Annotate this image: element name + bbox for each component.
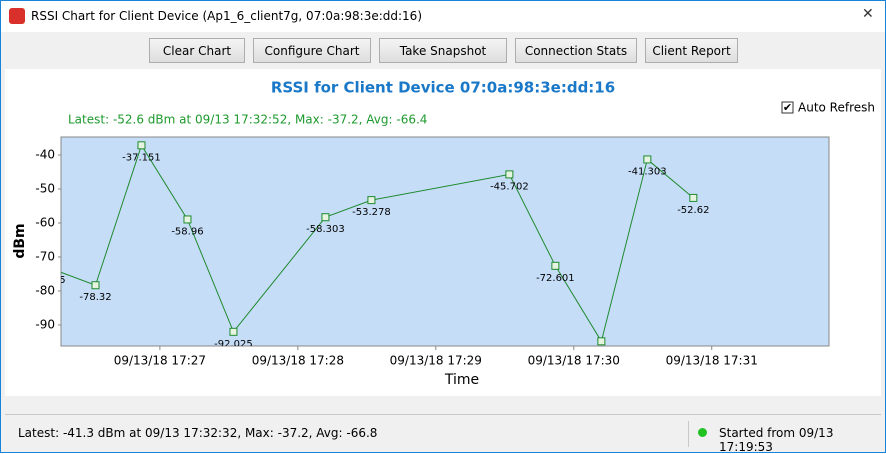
status-started: Started from 09/13 17:19:53	[719, 426, 834, 454]
window-title: RSSI Chart for Client Device (Ap1_6_clie…	[31, 9, 423, 23]
value-label: -52.62	[677, 205, 709, 216]
value-label: -53.278	[352, 207, 391, 218]
y-tick-label: -50	[35, 181, 55, 195]
data-point	[597, 337, 606, 346]
y-tick-label: -40	[35, 148, 55, 162]
title-bar: RSSI Chart for Client Device (Ap1_6_clie…	[1, 1, 885, 32]
app-icon	[9, 8, 25, 24]
clear-chart-button[interactable]: Clear Chart	[149, 38, 245, 63]
snapshot-button[interactable]: Take Snapshot	[379, 38, 507, 63]
data-point	[46, 265, 53, 272]
chart-title: RSSI for Client Device 07:0a:98:3e:dd:16	[271, 79, 615, 97]
value-label: -45.702	[490, 181, 529, 192]
data-point	[229, 327, 238, 336]
y-tick-label: -80	[35, 283, 55, 297]
auto-refresh-label[interactable]: Auto Refresh	[798, 101, 875, 115]
data-point	[321, 213, 330, 222]
y-tick-label: -70	[35, 249, 55, 263]
client-report-button[interactable]: Client Report	[645, 38, 738, 63]
chart-subtitle: Latest: -52.6 dBm at 09/13 17:32:52, Max…	[68, 113, 427, 127]
plot-area	[60, 136, 830, 347]
connection-stats-button[interactable]: Connection Stats	[515, 38, 637, 63]
value-label: -72.601	[536, 273, 575, 284]
y-axis-label: dBm	[12, 223, 28, 258]
plot-content: -73.25-78.32-37.151-58.96-92.025-58.303-…	[33, 141, 709, 350]
data-point	[91, 281, 100, 290]
value-label: -78.32	[79, 292, 111, 303]
value-label: -58.96	[171, 226, 203, 237]
value-label: -37.151	[122, 152, 161, 163]
status-divider	[688, 421, 689, 447]
data-point	[183, 215, 192, 224]
status-bar: Latest: -41.3 dBm at 09/13 17:32:32, Max…	[5, 414, 881, 454]
status-indicator	[698, 428, 707, 437]
data-point	[551, 261, 560, 270]
x-tick-label: 09/13/18 17:28	[252, 354, 344, 368]
value-label: -58.303	[306, 224, 345, 235]
chart: RSSI for Client Device 07:0a:98:3e:dd:16…	[12, 79, 875, 389]
check-mark: ✔	[783, 101, 792, 114]
data-point	[643, 155, 652, 164]
value-label: -92.025	[214, 339, 253, 350]
value-label: -41.303	[628, 166, 667, 177]
data-point	[367, 196, 376, 205]
y-tick-label: -90	[35, 317, 55, 331]
status-latest: Latest: -41.3 dBm at 09/13 17:32:32, Max…	[18, 426, 378, 440]
value-label: -73.25	[33, 275, 65, 286]
x-axis-label: Time	[444, 372, 479, 388]
rssi-line	[61, 144, 694, 343]
data-point	[689, 193, 698, 202]
data-point	[505, 170, 514, 179]
data-point	[137, 141, 146, 150]
x-tick-label: 09/13/18 17:29	[390, 354, 482, 368]
x-tick-label: 09/13/18 17:30	[528, 354, 620, 368]
x-tick-label: 09/13/18 17:27	[114, 354, 206, 368]
x-tick-label: 09/13/18 17:31	[666, 354, 758, 368]
close-button[interactable]: ✕	[862, 6, 874, 22]
y-tick-label: -60	[35, 215, 55, 229]
configure-chart-button[interactable]: Configure Chart	[253, 38, 371, 63]
auto-refresh-checkbox[interactable]	[781, 101, 794, 114]
